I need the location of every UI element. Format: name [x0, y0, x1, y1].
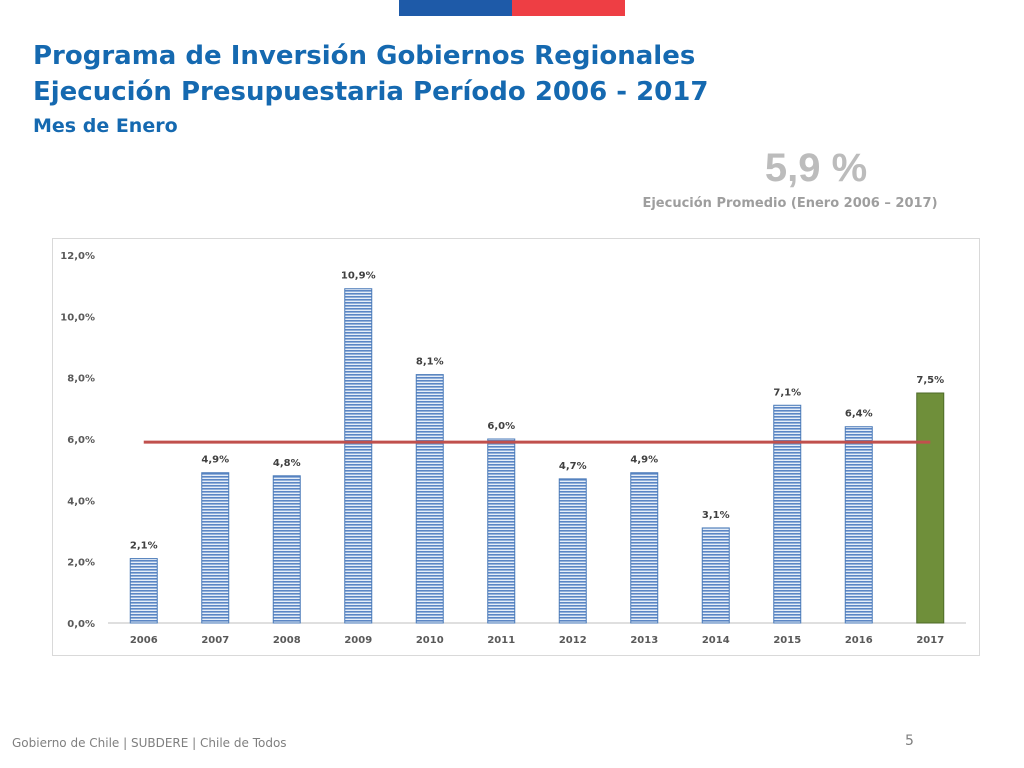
- bar: [129, 558, 158, 624]
- slide-subtitle: Mes de Enero: [33, 115, 178, 137]
- data-label: 10,9%: [341, 271, 376, 282]
- x-tick-label: 2012: [559, 635, 587, 646]
- x-tick-label: 2015: [773, 635, 801, 646]
- slide-title: Programa de Inversión Gobiernos Regional…: [33, 38, 708, 110]
- data-label: 3,1%: [702, 510, 730, 521]
- y-tick-label: 0,0%: [67, 619, 95, 630]
- bar: [487, 438, 516, 624]
- y-tick-label: 2,0%: [67, 558, 95, 569]
- data-label: 4,9%: [201, 455, 229, 466]
- bar: [773, 404, 802, 624]
- bar: [201, 472, 230, 624]
- x-tick-label: 2014: [702, 635, 730, 646]
- x-tick-label: 2016: [845, 635, 873, 646]
- title-line-2: Ejecución Presupuestaria Período 2006 - …: [33, 77, 709, 107]
- bar: [344, 288, 373, 624]
- title-line-1: Programa de Inversión Gobiernos Regional…: [33, 41, 696, 71]
- bar: [415, 374, 444, 624]
- data-label: 2,1%: [130, 541, 158, 552]
- data-label: 8,1%: [416, 357, 444, 368]
- y-tick-label: 4,0%: [67, 496, 95, 507]
- footer-text: Gobierno de Chile | SUBDERE | Chile de T…: [12, 736, 287, 750]
- x-tick-label: 2007: [201, 635, 229, 646]
- data-label: 4,8%: [273, 458, 301, 469]
- data-label: 7,5%: [916, 375, 944, 386]
- bar: [558, 478, 587, 624]
- data-label: 6,0%: [487, 421, 515, 432]
- bar: [630, 472, 659, 624]
- bar: [916, 392, 945, 624]
- data-label: 7,1%: [773, 387, 801, 398]
- chart-frame: 0,0% 2,0% 4,0% 6,0% 8,0% 10,0% 12,0% 2,1% 2006 4,…: [52, 238, 980, 656]
- data-label: 4,9%: [630, 455, 658, 466]
- flag-stripe-red: [512, 0, 625, 16]
- page-number: 5: [905, 733, 914, 749]
- y-tick-label: 8,0%: [67, 374, 95, 385]
- y-tick-label: 12,0%: [60, 251, 95, 262]
- flag-stripe-blue: [399, 0, 512, 16]
- bar: [272, 475, 301, 624]
- data-label: 6,4%: [845, 409, 873, 420]
- bar: [844, 426, 873, 624]
- x-tick-label: 2013: [630, 635, 658, 646]
- x-tick-label: 2006: [130, 635, 158, 646]
- x-tick-label: 2010: [416, 635, 444, 646]
- data-label: 4,7%: [559, 461, 587, 472]
- x-tick-label: 2011: [487, 635, 515, 646]
- x-tick-label: 2009: [344, 635, 372, 646]
- average-value: 5,9 %: [764, 146, 868, 190]
- y-tick-label: 6,0%: [67, 435, 95, 446]
- x-tick-label: 2017: [916, 635, 944, 646]
- average-caption: Ejecución Promedio (Enero 2006 – 2017): [642, 196, 938, 211]
- bar-chart: 0,0% 2,0% 4,0% 6,0% 8,0% 10,0% 12,0% 2,1% 2006 4,…: [60, 251, 966, 646]
- y-tick-label: 10,0%: [60, 312, 95, 323]
- bar: [701, 527, 730, 624]
- x-tick-label: 2008: [273, 635, 301, 646]
